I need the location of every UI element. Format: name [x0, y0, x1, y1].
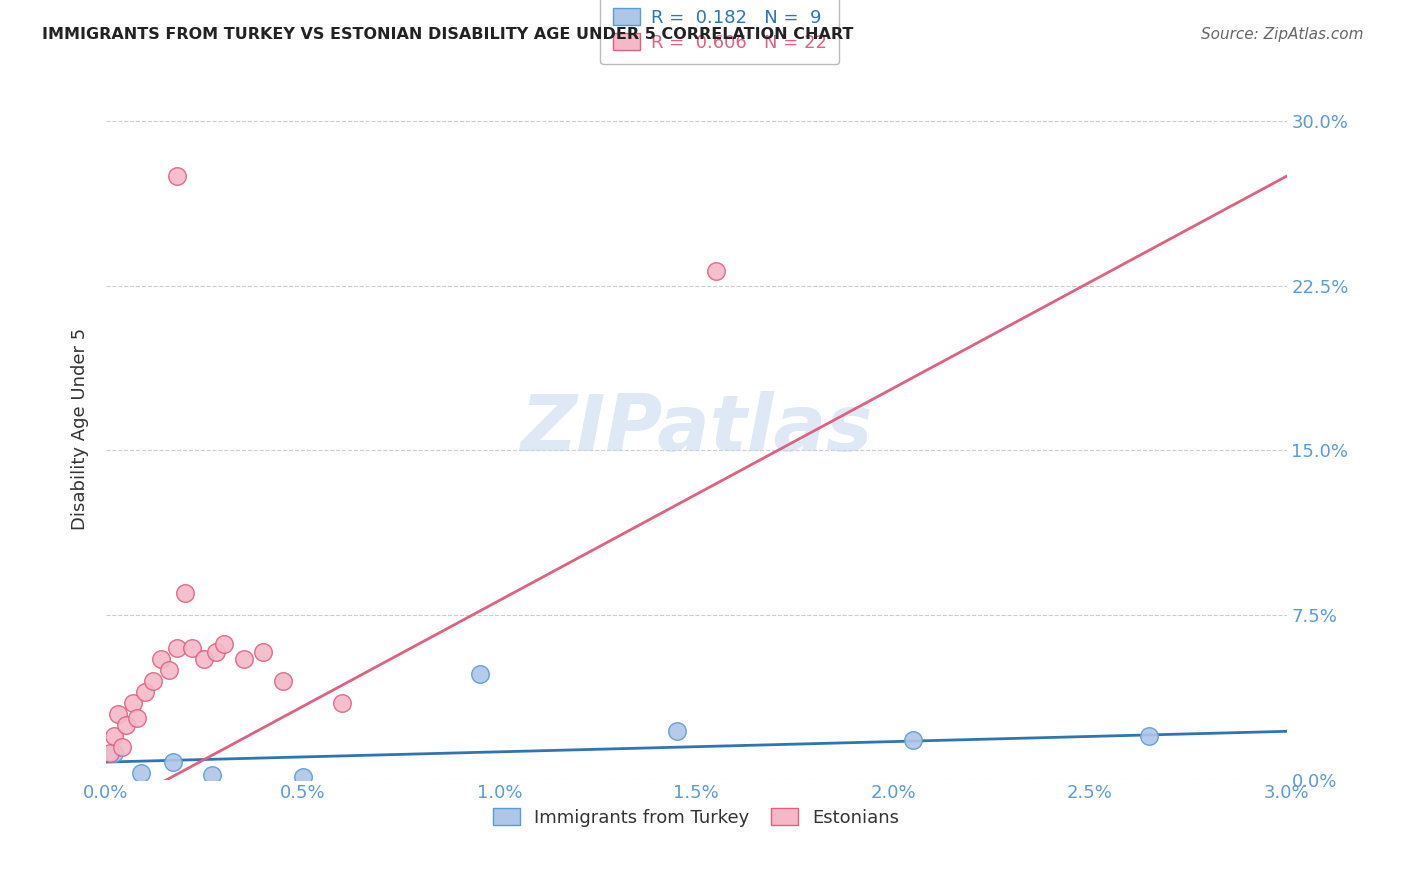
Point — [193, 652, 215, 666]
Legend: Immigrants from Turkey, Estonians: Immigrants from Turkey, Estonians — [485, 800, 907, 834]
Point — [232, 652, 254, 666]
Text: IMMIGRANTS FROM TURKEY VS ESTONIAN DISABILITY AGE UNDER 5 CORRELATION CHART: IMMIGRANTS FROM TURKEY VS ESTONIAN DISAB… — [42, 27, 853, 42]
Point — [330, 696, 353, 710]
Point — [103, 729, 125, 743]
Point — [107, 706, 129, 721]
Point — [665, 724, 688, 739]
Point — [103, 746, 125, 760]
Point — [162, 755, 184, 769]
Point — [704, 263, 727, 277]
Point — [1137, 729, 1160, 743]
Point — [901, 733, 924, 747]
Point — [252, 645, 274, 659]
Point — [468, 667, 491, 681]
Point — [181, 640, 204, 655]
Text: ZIPatlas: ZIPatlas — [520, 391, 872, 467]
Point — [134, 685, 156, 699]
Point — [150, 652, 173, 666]
Point — [212, 636, 235, 650]
Text: Source: ZipAtlas.com: Source: ZipAtlas.com — [1201, 27, 1364, 42]
Point — [291, 771, 314, 785]
Point — [271, 673, 294, 688]
Point — [173, 586, 195, 600]
Point — [142, 673, 165, 688]
Point — [166, 169, 188, 184]
Y-axis label: Disability Age Under 5: Disability Age Under 5 — [72, 327, 89, 530]
Point — [127, 711, 149, 725]
Point — [98, 746, 121, 760]
Point — [166, 640, 188, 655]
Point — [131, 766, 153, 780]
Point — [157, 663, 180, 677]
Point — [114, 718, 136, 732]
Point — [122, 696, 145, 710]
Point — [111, 739, 134, 754]
Point — [201, 768, 224, 782]
Point — [205, 645, 228, 659]
